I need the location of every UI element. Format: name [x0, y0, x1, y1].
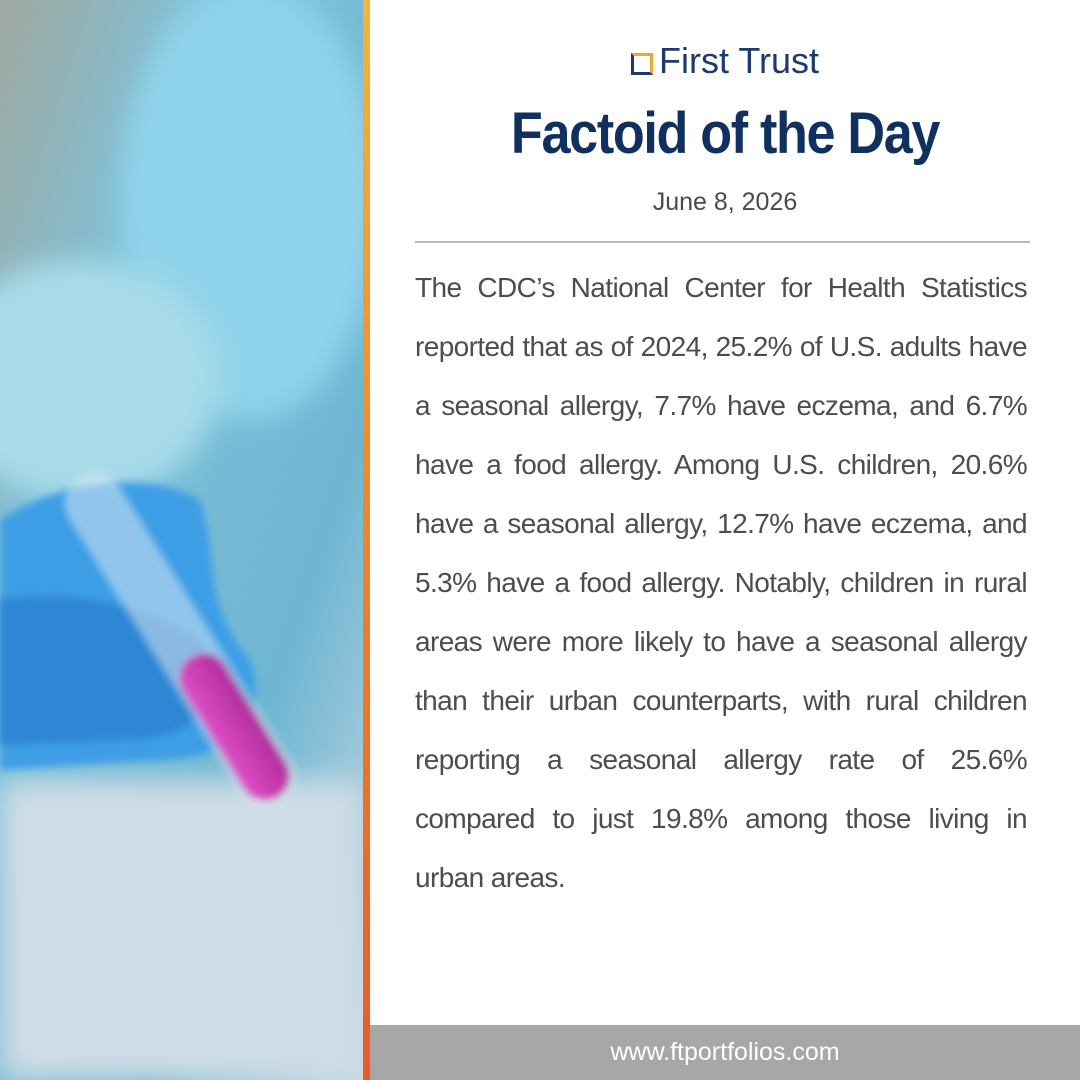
date: June 8, 2026	[652, 188, 798, 216]
title: Factoid of the Day	[510, 101, 940, 166]
footer-url[interactable]: www.ftportfolios.com	[610, 1038, 840, 1066]
accent-stripe	[363, 0, 370, 1080]
logo: First Trust	[370, 40, 1080, 82]
photo	[0, 0, 363, 1080]
divider	[415, 241, 1030, 243]
logo-text: First Trust	[659, 40, 819, 81]
logo-icon	[631, 53, 653, 75]
footer: www.ftportfolios.com	[370, 1025, 1080, 1080]
body-text: The CDC’s National Center for Health Sta…	[415, 272, 1028, 893]
